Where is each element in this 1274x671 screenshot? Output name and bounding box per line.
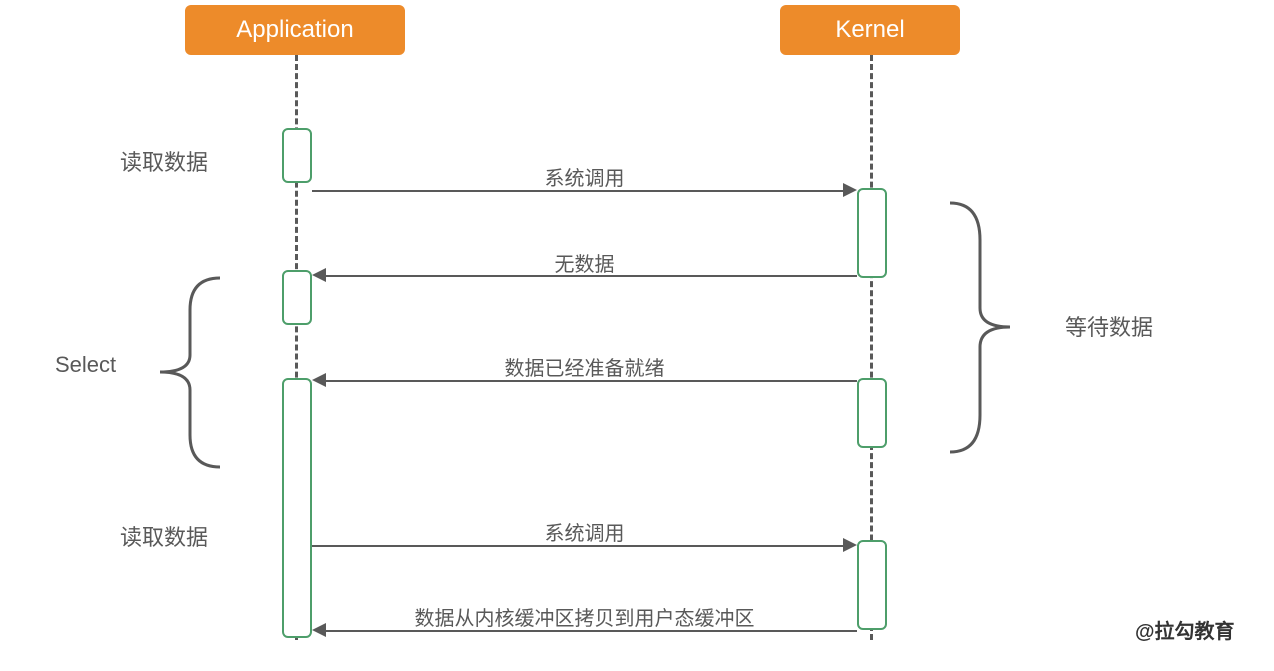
activation-app-1	[282, 128, 312, 183]
msg-nodata: 无数据	[312, 248, 857, 277]
watermark: @拉勾教育	[1135, 615, 1235, 644]
label-select: Select	[55, 352, 116, 378]
msg-copy-data: 数据从内核缓冲区拷贝到用户态缓冲区	[312, 602, 857, 631]
msg-syscall-1: 系统调用	[312, 162, 857, 191]
activation-app-3	[282, 378, 312, 638]
label-read-data-2: 读取数据	[120, 520, 208, 552]
activation-kernel-2	[857, 378, 887, 448]
activation-app-2	[282, 270, 312, 325]
label-wait-data: 等待数据	[1065, 310, 1153, 342]
label-read-data-1: 读取数据	[120, 145, 208, 177]
msg-syscall-2: 系统调用	[312, 517, 857, 546]
participant-kernel: Kernel	[780, 5, 960, 55]
activation-kernel-1	[857, 188, 887, 278]
participant-application: Application	[185, 5, 405, 55]
brace-right-icon	[945, 200, 1035, 455]
msg-data-ready: 数据已经准备就绪	[312, 352, 857, 381]
activation-kernel-3	[857, 540, 887, 630]
brace-left-icon	[135, 275, 225, 470]
